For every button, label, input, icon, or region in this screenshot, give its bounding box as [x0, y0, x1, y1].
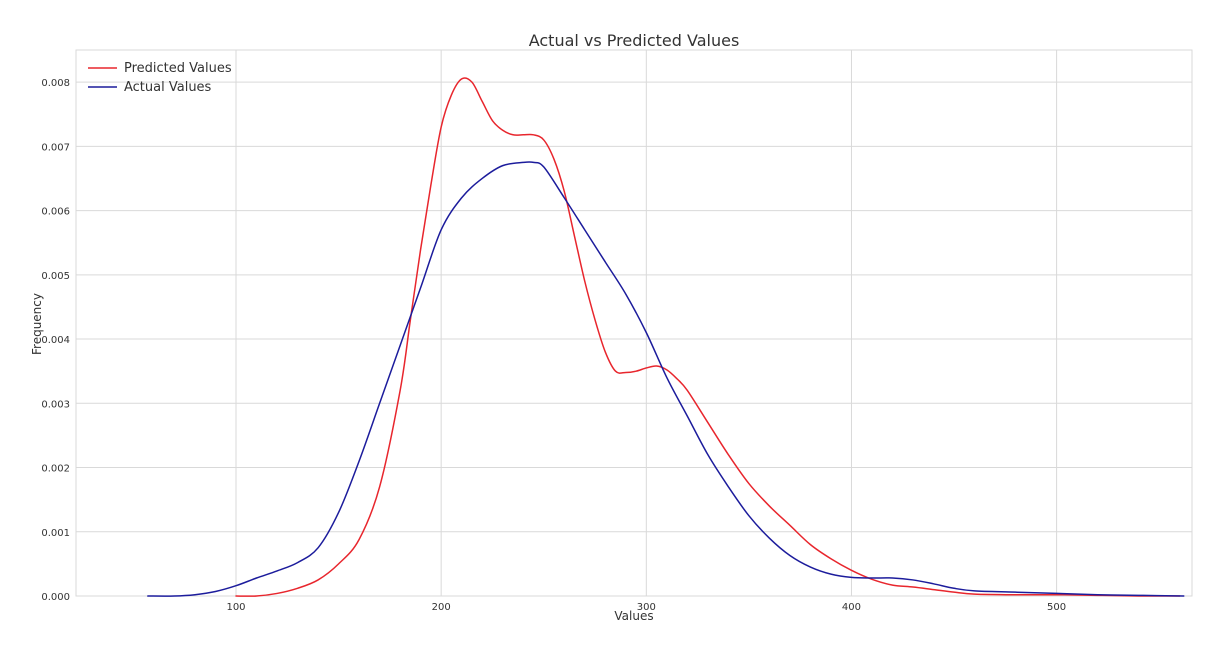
y-tick-label: 0.007 [41, 142, 70, 153]
y-tick-label: 0.000 [41, 592, 70, 603]
legend-label-actual: Actual Values [124, 80, 212, 95]
x-tick-label: 400 [842, 602, 861, 613]
legend: Predicted Values Actual Values [88, 61, 232, 95]
y-axis-label: Frequency [30, 293, 44, 355]
plot-frame [75, 49, 1193, 597]
legend-label-predicted: Predicted Values [124, 61, 232, 76]
series-line-actual-values [147, 161, 1185, 597]
x-tick-label: 100 [226, 602, 245, 613]
x-tick-label: 200 [432, 602, 451, 613]
y-tick-label: 0.005 [41, 271, 70, 282]
series-layer [147, 77, 1185, 597]
grid [75, 49, 1193, 597]
y-tick-label: 0.004 [41, 335, 70, 346]
series-line-predicted-values [235, 77, 1181, 597]
y-tick-label: 0.006 [41, 207, 70, 218]
y-tick-label: 0.008 [41, 78, 70, 89]
x-tick-label: 300 [637, 602, 656, 613]
y-tick-label: 0.002 [41, 464, 70, 475]
tick-labels: 100 200 300 400 500 0.000 0.001 0.002 0.003 0.004… [41, 78, 1066, 613]
x-axis-label: Values [614, 609, 653, 623]
x-tick-label: 500 [1047, 602, 1066, 613]
y-tick-label: 0.003 [41, 399, 70, 410]
y-tick-label: 0.001 [41, 528, 70, 539]
chart-title: Actual vs Predicted Values [529, 31, 740, 50]
